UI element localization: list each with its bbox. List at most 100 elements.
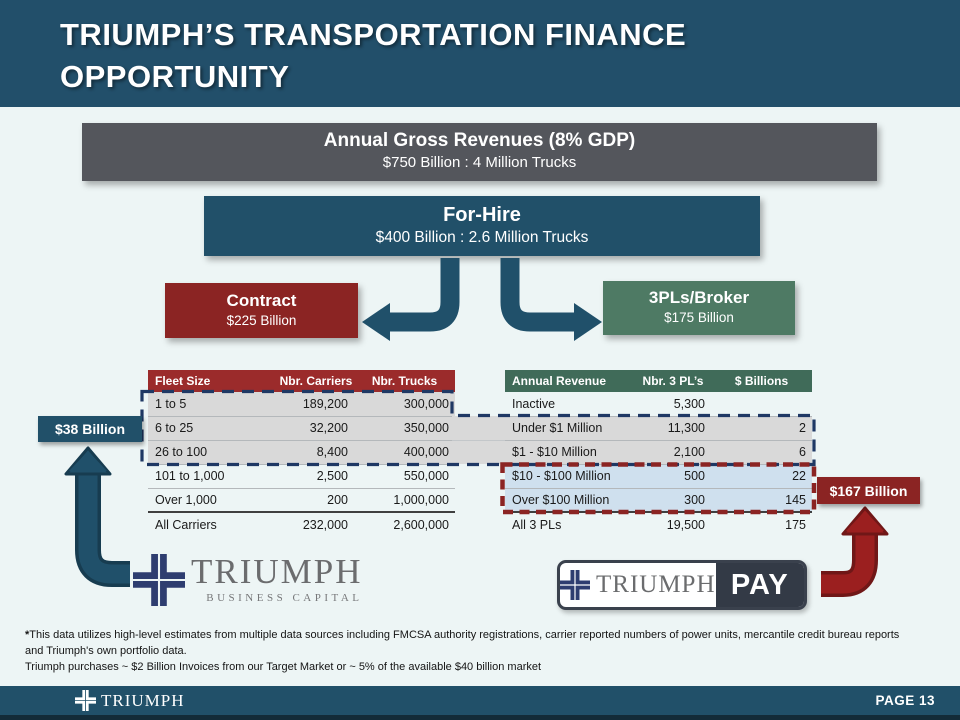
box-subtitle: $400 Billion : 2.6 Million Trucks (375, 229, 589, 246)
table-cell: Over 1,000 (155, 492, 217, 507)
table-cell: All Carriers (155, 517, 217, 532)
table-row: Over $100 Million 300 145 (505, 488, 812, 512)
table-cell: Under $1 Million (505, 416, 635, 440)
logo-triumph-business-capital: TRIUMPH BUSINESS CAPITAL (133, 554, 363, 606)
logo-name: TRIUMPH (596, 571, 716, 598)
box-title: Annual Gross Revenues (8% GDP) (323, 130, 636, 151)
table-cell: 400,000 (354, 440, 455, 464)
triumph-cross-icon (75, 690, 96, 711)
table-cell: 175 (785, 517, 806, 532)
slide-title-line1: TRIUMPH’S TRANSPORTATION FINANCE (60, 17, 687, 52)
box-3pls-broker: 3PLs/Broker $175 Billion (603, 281, 795, 335)
table-cell: 550,000 (403, 469, 449, 483)
table-cell: $1 - $10 Million (505, 440, 635, 464)
arrow-38-billion-icon (64, 446, 130, 587)
table-cell: 26 to 100 (148, 440, 278, 464)
column-header: Nbr. 3 PL’s (635, 370, 711, 392)
table-cell: 145 (711, 488, 812, 512)
page-number: PAGE 13 (875, 693, 935, 708)
triumph-cross-icon (133, 554, 185, 606)
table-cell: 19,500 (666, 517, 705, 532)
slide-title-line2: OPPORTUNITY (60, 59, 290, 94)
box-contract: Contract $225 Billion (165, 283, 358, 338)
table-row: 101 to 1,000 2,500 550,000 (148, 464, 455, 488)
slide-title: TRIUMPH’S TRANSPORTATION FINANCE OPPORTU… (60, 14, 940, 98)
footnote-asterisk: * (25, 629, 30, 641)
table-cell: 6 to 25 (148, 416, 278, 440)
carriers-table: Fleet Size Nbr. Carriers Nbr. Trucks 1 to 5… (148, 370, 455, 536)
box-for-hire: For-Hire $400 Billion : 2.6 Million Truc… (204, 196, 760, 256)
table-cell: 232,000 (302, 517, 348, 532)
table-cell: 300 (635, 488, 711, 512)
logo-pay-left: TRIUMPH (560, 563, 716, 607)
table-cell: 1 to 5 (148, 392, 278, 416)
footer-logo: TRIUMPH (75, 690, 185, 711)
table-row: All 3 PLs 19,500 175 (505, 512, 812, 536)
table-cell: 5,300 (673, 396, 705, 411)
box-title: 3PLs/Broker (648, 288, 750, 307)
box-title: For-Hire (443, 204, 521, 226)
table-row: Over 1,000 200 1,000,000 (148, 488, 455, 512)
footnote: *This data utilizes high-level estimates… (25, 628, 920, 676)
title-band: TRIUMPH’S TRANSPORTATION FINANCE OPPORTU… (0, 0, 960, 107)
table-row: Under $1 Million 11,300 2 (505, 416, 812, 440)
table-cell: 2 (711, 416, 812, 440)
table-cell: All 3 PLs (512, 517, 562, 532)
table-row: All Carriers 232,000 2,600,000 (148, 512, 455, 536)
box-title: Contract (226, 291, 297, 310)
callout-broker-market: $167 Billion (817, 477, 920, 504)
table-cell: 8,400 (278, 440, 354, 464)
table-cell (711, 392, 812, 416)
box-subtitle: $175 Billion (664, 310, 734, 325)
table-cell: 101 to 1,000 (155, 469, 225, 483)
table-row: Inactive 5,300 (505, 392, 812, 416)
table-cell: 2,500 (316, 469, 348, 483)
footnote-line-2: Triumph purchases ~ $2 Billion Invoices … (25, 660, 542, 673)
callout-carrier-market: $38 Billion (38, 416, 142, 442)
box-subtitle: $750 Billion : 4 Million Trucks (382, 154, 577, 171)
table-header-row: Annual Revenue Nbr. 3 PL’s $ Billions (505, 370, 812, 392)
arrow-167-billion-icon (821, 506, 889, 597)
logo-name: TRIUMPH (191, 552, 363, 591)
logo-triumph-pay: TRIUMPH PAY (557, 560, 807, 610)
table-row: 6 to 25 32,200 350,000 (148, 416, 455, 440)
brokers-table: Annual Revenue Nbr. 3 PL’s $ Billions Inact… (505, 370, 812, 536)
column-header: Annual Revenue (505, 370, 635, 392)
table-cell: 11,300 (635, 416, 711, 440)
table-cell: 2,600,000 (393, 517, 449, 532)
column-header: Nbr. Trucks (354, 370, 455, 392)
table-cell: 22 (711, 464, 812, 488)
table-cell: Over $100 Million (505, 488, 635, 512)
table-row: 1 to 5 189,200 300,000 (148, 392, 455, 416)
table-cell: 2,100 (635, 440, 711, 464)
table-cell: 189,200 (278, 392, 354, 416)
table-cell: 300,000 (354, 392, 455, 416)
pay-badge: PAY (715, 563, 804, 607)
table-cell: 350,000 (354, 416, 455, 440)
logo-tagline: BUSINESS CAPITAL (206, 592, 363, 604)
column-header: Nbr. Carriers (278, 370, 354, 392)
box-subtitle: $225 Billion (226, 313, 297, 328)
table-row: $10 - $100 Million 500 22 (505, 464, 812, 488)
footer-brand: TRIUMPH (101, 690, 185, 710)
footer: TRIUMPH PAGE 13 (0, 686, 960, 720)
table-cell: Inactive (512, 396, 556, 411)
table-cell: $10 - $100 Million (505, 464, 635, 488)
table-cell: 32,200 (278, 416, 354, 440)
table-gap-fill (452, 416, 505, 464)
arrow-to-contract-icon (362, 258, 460, 341)
footnote-text-1: This data utilizes high-level estimates … (25, 629, 900, 657)
column-header: Fleet Size (148, 370, 278, 392)
column-header: $ Billions (711, 370, 812, 392)
footnote-line-1: *This data utilizes high-level estimates… (25, 628, 920, 660)
box-annual-gross-revenues: Annual Gross Revenues (8% GDP) $750 Bill… (82, 123, 877, 181)
table-cell: 500 (635, 464, 711, 488)
table-cell: 1,000,000 (393, 492, 449, 507)
logo-wordmark: TRIUMPH BUSINESS CAPITAL (191, 552, 363, 605)
arrow-to-broker-icon (500, 258, 602, 341)
table-row: 26 to 100 8,400 400,000 (148, 440, 455, 464)
table-cell: 6 (711, 440, 812, 464)
table-header-row: Fleet Size Nbr. Carriers Nbr. Trucks (148, 370, 455, 392)
